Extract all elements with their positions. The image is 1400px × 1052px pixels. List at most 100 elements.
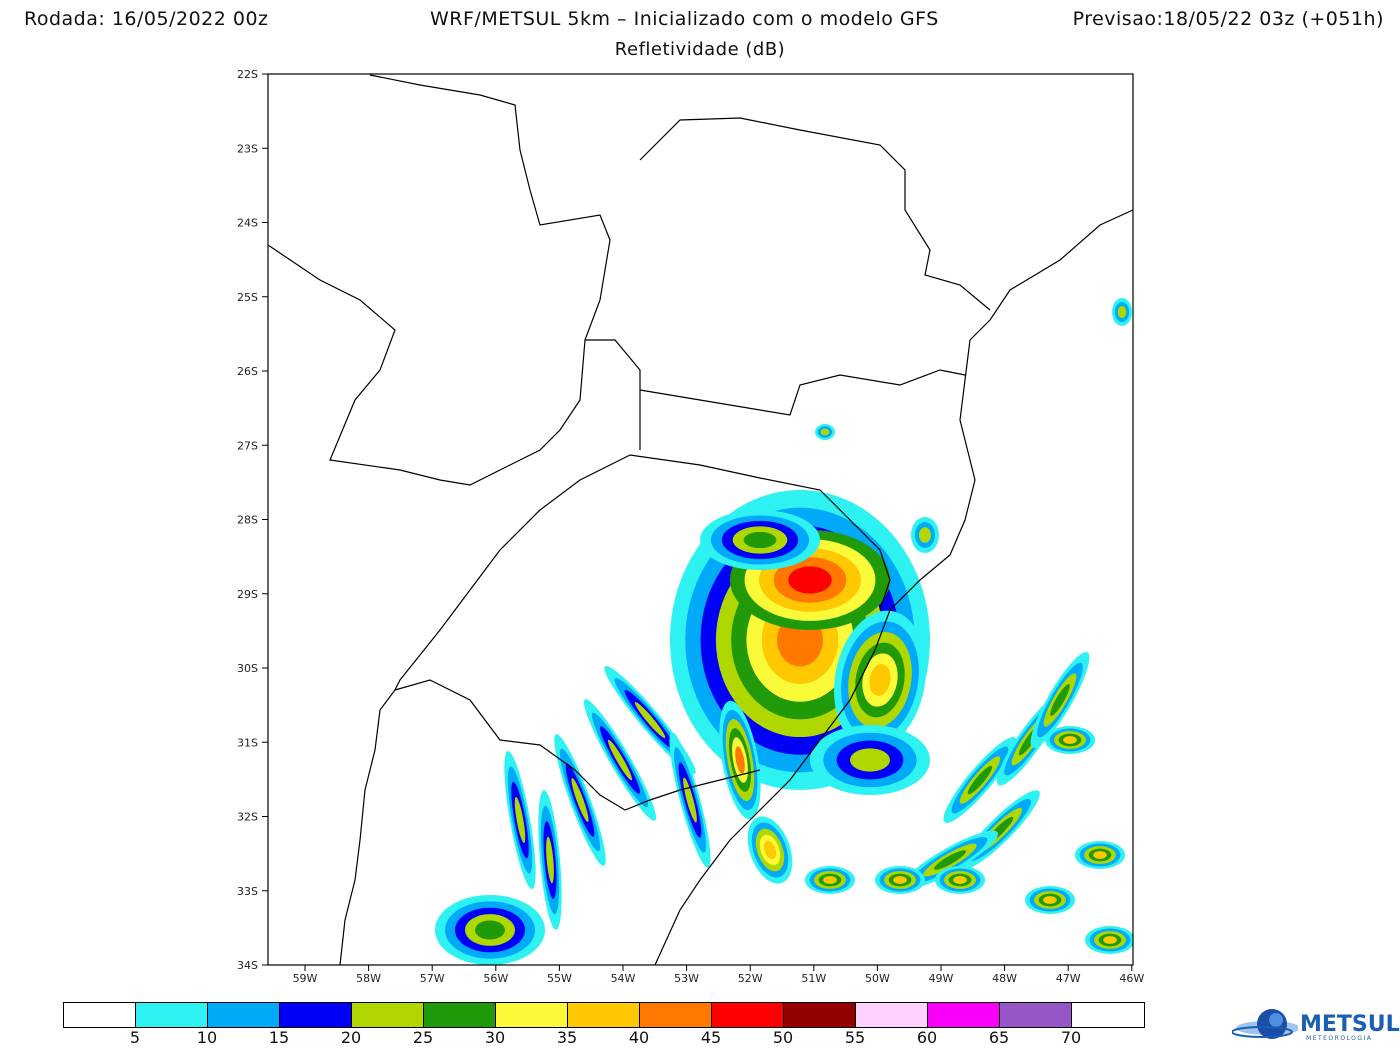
colorbar-label: 60 bbox=[916, 1028, 938, 1047]
lon-tick-label: 59W bbox=[293, 972, 318, 985]
echo-cell bbox=[820, 428, 830, 436]
colorbar-swatch bbox=[568, 1003, 640, 1027]
colorbar-swatch bbox=[136, 1003, 208, 1027]
echo-cell bbox=[933, 850, 967, 870]
lon-tick-label: 50W bbox=[865, 972, 890, 985]
colorbar-label: 65 bbox=[988, 1028, 1010, 1047]
colorbar-swatch bbox=[928, 1003, 1000, 1027]
colorbar-labels: 5 10 15 20 25 30 35 40 45 50 55 60 65 70 bbox=[63, 1028, 1147, 1048]
echo-cell bbox=[823, 876, 837, 884]
colorbar-swatch bbox=[1000, 1003, 1072, 1027]
colorbar-swatch bbox=[784, 1003, 856, 1027]
colorbar-swatch bbox=[352, 1003, 424, 1027]
border-sc-rs bbox=[629, 454, 891, 611]
variable-title: Refletividade (dB) bbox=[614, 39, 786, 60]
lon-tick-label: 51W bbox=[801, 972, 826, 985]
border-parana-sc bbox=[639, 369, 966, 416]
echo-cell bbox=[1043, 896, 1057, 904]
colorbar-label: 5 bbox=[129, 1028, 141, 1047]
echo-cell bbox=[1103, 936, 1117, 944]
echo-cell bbox=[607, 739, 633, 781]
echo-cell bbox=[514, 797, 526, 843]
lon-tick-label: 46W bbox=[1119, 972, 1144, 985]
colorbar-label: 25 bbox=[412, 1028, 434, 1047]
lat-tick-label: 25S bbox=[237, 291, 258, 304]
border-argentina-brazil bbox=[393, 454, 761, 811]
lat-tick-label: 31S bbox=[237, 736, 258, 749]
colorbar-label: 45 bbox=[700, 1028, 722, 1047]
lat-tick-label: 34S bbox=[237, 959, 258, 972]
echo-cell bbox=[869, 663, 891, 697]
border-parana-sp bbox=[639, 117, 991, 311]
echo-cell bbox=[967, 765, 993, 795]
colorbar-swatch bbox=[712, 1003, 784, 1027]
echo-cell bbox=[1050, 683, 1070, 717]
reflectivity-echoes bbox=[435, 298, 1133, 965]
logo-text: METSUL bbox=[1300, 1012, 1400, 1037]
colorbar-label: 10 bbox=[196, 1028, 218, 1047]
lat-tick-label: 24S bbox=[237, 217, 258, 230]
colorbar-swatch bbox=[640, 1003, 712, 1027]
border-paraguay-brazil bbox=[369, 74, 611, 341]
echo-cell bbox=[475, 920, 505, 940]
coastline bbox=[654, 209, 1133, 965]
echo-cell bbox=[788, 566, 832, 594]
colorbar-label: 40 bbox=[628, 1028, 650, 1047]
metsul-logo: METSUL METEOROLOGIA bbox=[1231, 1006, 1400, 1046]
political-borders bbox=[268, 74, 1133, 965]
colorbar-label: 15 bbox=[268, 1028, 290, 1047]
lat-tick-label: 22S bbox=[237, 68, 258, 81]
globe-logo-icon bbox=[1231, 1009, 1300, 1039]
echo-cell bbox=[1063, 736, 1077, 744]
border-argentina-paraguay bbox=[268, 244, 641, 486]
colorbar-swatch bbox=[64, 1003, 136, 1027]
lon-tick-label: 55W bbox=[547, 972, 572, 985]
lon-tick-label: 57W bbox=[420, 972, 445, 985]
lon-tick-label: 53W bbox=[674, 972, 699, 985]
lon-tick-label: 52W bbox=[738, 972, 763, 985]
lat-tick-label: 30S bbox=[237, 662, 258, 675]
echo-cell bbox=[571, 778, 589, 822]
latitude-axis: 22S 23S 24S 25S 26S 27S 28S 29S 30S 31S 32S 33S 34S bbox=[237, 68, 268, 972]
run-time-label: Rodada: 16/05/2022 00z bbox=[24, 8, 269, 30]
lat-tick-label: 32S bbox=[237, 811, 258, 824]
colorbar-swatch bbox=[856, 1003, 928, 1027]
lat-tick-label: 28S bbox=[237, 514, 258, 527]
echo-cell bbox=[735, 746, 745, 774]
echo-cell bbox=[893, 876, 907, 884]
lon-tick-label: 47W bbox=[1056, 972, 1081, 985]
colorbar-label: 50 bbox=[772, 1028, 794, 1047]
colorbar-swatch bbox=[208, 1003, 280, 1027]
echo-cell bbox=[743, 531, 777, 549]
colorbar-swatch bbox=[1072, 1003, 1144, 1027]
echo-cell bbox=[1093, 851, 1107, 859]
logo-subtext: METEOROLOGIA bbox=[1306, 1035, 1373, 1042]
echo-cell bbox=[953, 876, 967, 884]
colorbar-label: 35 bbox=[556, 1028, 578, 1047]
colorbar-swatch bbox=[496, 1003, 568, 1027]
border-uruguay-argentina bbox=[339, 689, 396, 965]
lon-tick-label: 49W bbox=[929, 972, 954, 985]
lat-tick-label: 27S bbox=[237, 439, 258, 452]
echo-cell bbox=[1117, 306, 1127, 318]
echo-cell bbox=[546, 836, 554, 884]
lon-tick-label: 54W bbox=[611, 972, 636, 985]
colorbar-label: 55 bbox=[844, 1028, 866, 1047]
lon-tick-label: 56W bbox=[483, 972, 508, 985]
model-title: WRF/METSUL 5km – Inicializado com o mode… bbox=[430, 8, 939, 30]
lat-tick-label: 29S bbox=[237, 588, 258, 601]
colorbar-label: 20 bbox=[340, 1028, 362, 1047]
forecast-time-label: Previsao:18/05/22 03z (+051h) bbox=[1072, 8, 1384, 30]
echo-cell bbox=[850, 748, 890, 772]
reflectivity-map: 22S23S24S25S26S27S28S29S30S31S32S33S34S … bbox=[237, 68, 1144, 985]
colorbar-swatch bbox=[280, 1003, 352, 1027]
colorbar-swatch bbox=[424, 1003, 496, 1027]
colorbar bbox=[63, 1002, 1145, 1028]
echo-cell bbox=[634, 701, 666, 739]
lon-tick-label: 48W bbox=[992, 972, 1017, 985]
lat-tick-label: 33S bbox=[237, 885, 258, 898]
lat-tick-label: 26S bbox=[237, 365, 258, 378]
lon-tick-label: 58W bbox=[356, 972, 381, 985]
colorbar-label: 30 bbox=[484, 1028, 506, 1047]
lat-tick-label: 23S bbox=[237, 142, 258, 155]
